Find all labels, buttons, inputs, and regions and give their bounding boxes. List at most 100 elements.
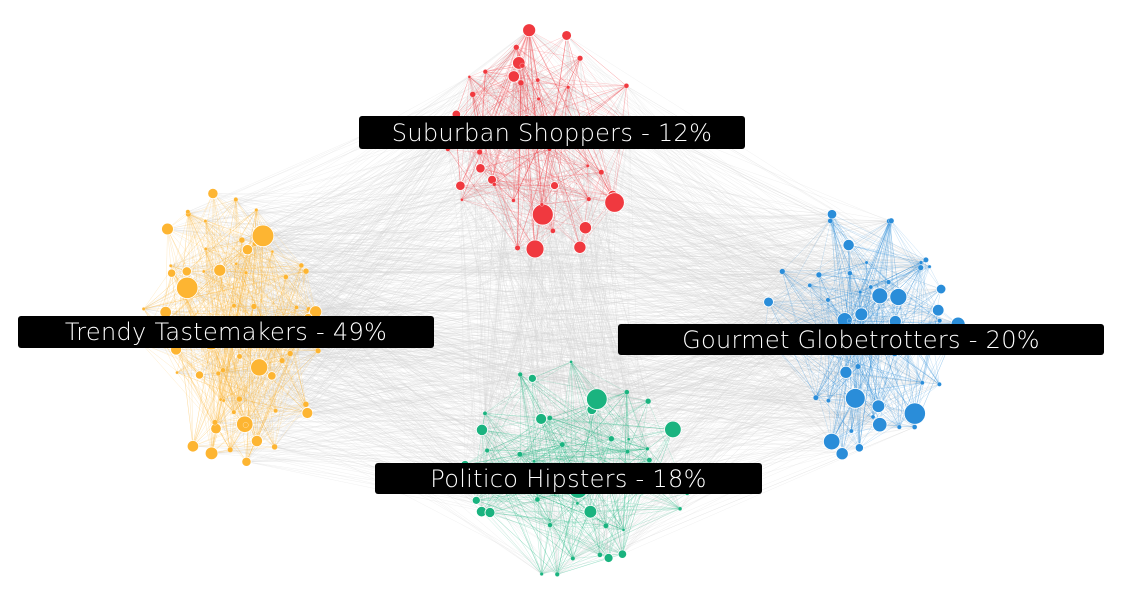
node-trendy <box>215 371 221 376</box>
node-suburban <box>455 180 466 191</box>
node-politico <box>621 528 626 532</box>
node-gourmet <box>854 443 864 453</box>
node-trendy <box>267 371 277 381</box>
node-politico <box>484 507 496 518</box>
node-gourmet <box>864 260 869 265</box>
node-gourmet <box>868 284 874 290</box>
node-gourmet <box>920 380 925 386</box>
node-politico <box>646 457 653 463</box>
node-politico <box>547 415 553 421</box>
node-suburban <box>598 169 605 176</box>
node-trendy <box>233 197 239 202</box>
node-politico <box>645 446 650 451</box>
node-politico <box>603 522 609 529</box>
node-gourmet <box>823 432 841 451</box>
node-suburban <box>514 245 521 251</box>
node-trendy <box>207 187 219 200</box>
node-suburban <box>550 228 556 234</box>
node-trendy <box>181 266 192 277</box>
node-politico <box>535 413 548 425</box>
node-trendy <box>243 270 248 275</box>
node-trendy <box>294 305 299 310</box>
node-suburban <box>507 70 520 83</box>
node-suburban <box>467 75 472 79</box>
node-gourmet <box>858 290 863 295</box>
node-politico <box>586 388 608 410</box>
node-politico <box>547 522 553 528</box>
node-gourmet <box>825 297 831 303</box>
node-suburban <box>469 91 476 98</box>
node-suburban <box>475 163 486 174</box>
node-gourmet <box>903 402 926 425</box>
node-suburban <box>531 203 554 226</box>
node-suburban <box>460 198 464 202</box>
node-gourmet <box>827 218 833 224</box>
cluster-label-politico-hipsters: Politico Hipsters - 18% <box>375 463 762 494</box>
node-trendy <box>241 244 254 256</box>
node-trendy <box>287 350 294 357</box>
node-gourmet <box>763 296 774 308</box>
node-politico <box>569 360 573 364</box>
node-trendy <box>238 236 246 244</box>
node-politico <box>617 549 628 559</box>
node-politico <box>664 420 682 439</box>
node-suburban <box>578 221 592 235</box>
node-politico <box>534 496 541 503</box>
node-politico <box>532 459 536 464</box>
node-trendy <box>250 434 263 448</box>
node-trendy <box>203 219 208 223</box>
node-gourmet <box>917 264 924 271</box>
node-trendy <box>236 353 243 360</box>
node-trendy <box>298 262 304 269</box>
node-suburban <box>511 198 516 203</box>
node-trendy <box>250 358 269 377</box>
node-suburban <box>586 196 592 202</box>
node-suburban <box>573 240 587 254</box>
node-politico <box>597 552 603 558</box>
node-trendy <box>231 303 237 309</box>
node-suburban <box>604 192 625 213</box>
node-gourmet <box>871 399 886 413</box>
node-trendy <box>242 422 249 428</box>
cluster-label-gourmet-globetrotters: Gourmet Globetrotters - 20% <box>618 324 1104 355</box>
node-trendy <box>201 269 206 274</box>
node-suburban <box>536 96 541 101</box>
node-suburban <box>482 69 488 75</box>
node-trendy <box>227 446 234 453</box>
node-trendy <box>231 409 237 415</box>
node-trendy <box>220 367 226 373</box>
node-gourmet <box>855 363 861 370</box>
node-politico <box>554 571 560 577</box>
node-suburban <box>623 83 630 89</box>
node-gourmet <box>826 209 838 220</box>
node-gourmet <box>845 388 866 409</box>
node-suburban <box>525 239 545 259</box>
node-politico <box>527 373 537 383</box>
node-gourmet <box>931 304 945 317</box>
node-trendy <box>185 209 191 215</box>
node-trendy <box>204 446 219 461</box>
node-trendy <box>221 398 226 403</box>
node-politico <box>539 572 544 576</box>
node-gourmet <box>896 424 902 430</box>
node-suburban <box>476 149 483 156</box>
node-politico <box>625 449 630 454</box>
node-trendy <box>234 262 239 266</box>
node-trendy <box>168 263 173 268</box>
node-gourmet <box>888 217 895 224</box>
node-suburban <box>492 182 497 187</box>
node-trendy <box>203 247 208 251</box>
node-gourmet <box>807 283 813 288</box>
node-gourmet <box>849 428 854 434</box>
node-gourmet <box>871 287 889 305</box>
node-gourmet <box>779 268 786 275</box>
node-suburban <box>539 202 544 207</box>
node-gourmet <box>911 424 918 430</box>
node-politico <box>559 441 566 448</box>
node-gourmet <box>918 260 924 265</box>
node-gourmet <box>889 288 908 306</box>
node-trendy <box>279 357 286 364</box>
node-trendy <box>270 249 275 254</box>
node-gourmet <box>937 381 942 387</box>
